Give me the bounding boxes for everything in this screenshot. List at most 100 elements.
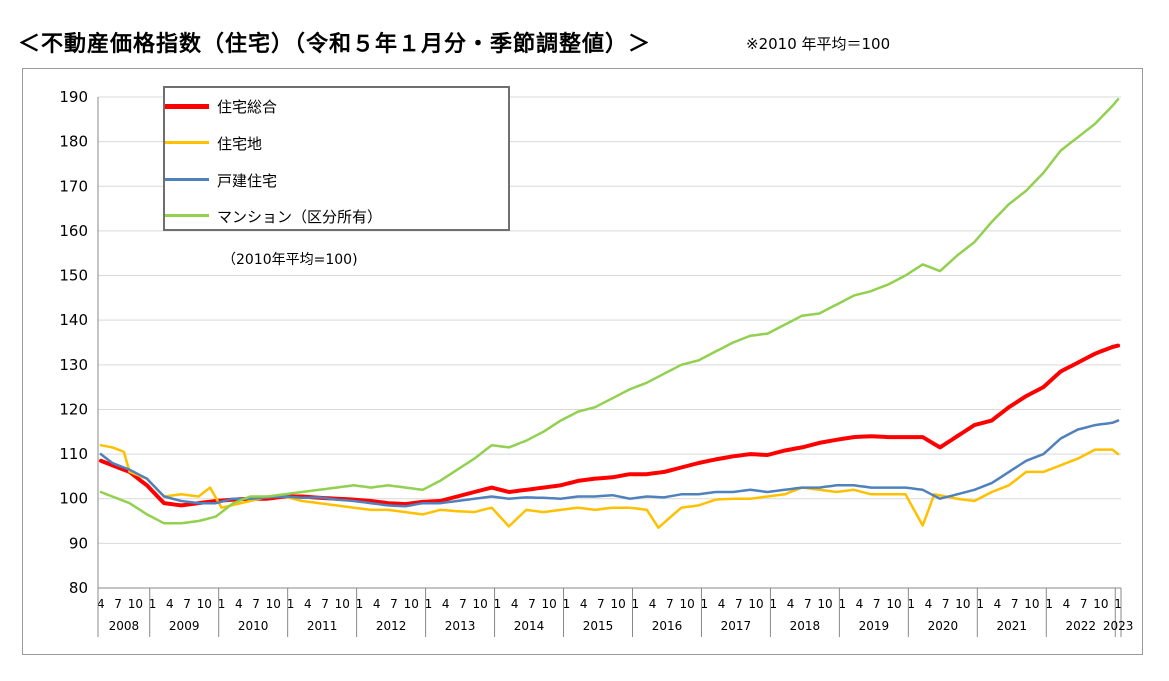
y-tick-label: 90 (69, 534, 88, 552)
legend-swatch-land (165, 141, 209, 144)
x-month-tick-label: 1 (494, 597, 502, 611)
legend-swatch-condo (165, 214, 209, 217)
x-month-tick-label: 10 (266, 597, 281, 611)
series-line-3 (99, 97, 1120, 525)
x-month-tick-label: 4 (994, 597, 1002, 611)
x-month-tick-label: 10 (955, 597, 970, 611)
x-month-tick-label: 7 (942, 597, 950, 611)
x-month-tick-label: 4 (856, 597, 864, 611)
x-year-label: 2023 (1103, 619, 1134, 633)
chart-frame (22, 68, 1143, 655)
base-year-note: ※2010 年平均＝100 (746, 35, 891, 53)
x-year-label: 2019 (859, 619, 890, 633)
x-year-label: 2015 (583, 619, 614, 633)
x-month-tick-label: 7 (873, 597, 881, 611)
y-tick-label: 100 (59, 490, 88, 508)
legend-swatch-total (165, 104, 209, 109)
x-year-label: 2008 (109, 619, 140, 633)
y-tick-label: 160 (59, 222, 88, 240)
x-year-label: 2022 (1065, 619, 1096, 633)
x-year-label: 2013 (445, 619, 476, 633)
x-month-tick-label: 1 (701, 597, 709, 611)
x-month-tick-label: 10 (1024, 597, 1039, 611)
legend-item-total: 住宅総合 (165, 96, 278, 117)
x-month-tick-label: 10 (886, 597, 901, 611)
x-year-label: 2020 (928, 619, 959, 633)
x-month-tick-label: 1 (1114, 597, 1122, 611)
series-line-0 (98, 343, 1121, 508)
x-month-tick-label: 1 (218, 597, 226, 611)
x-month-tick-label: 10 (473, 597, 488, 611)
legend-label-detached: 戸建住宅 (217, 172, 278, 190)
x-year-label: 2011 (307, 619, 338, 633)
legend-item-detached: 戸建住宅 (165, 170, 278, 191)
x-month-tick-label: 7 (666, 597, 674, 611)
y-tick-label: 110 (59, 445, 88, 463)
x-month-tick-label: 1 (149, 597, 157, 611)
x-month-tick-label: 7 (1011, 597, 1019, 611)
x-year-label: 2009 (169, 619, 200, 633)
x-month-tick-label: 4 (580, 597, 588, 611)
x-year-label: 2021 (997, 619, 1028, 633)
x-month-tick-label: 7 (252, 597, 260, 611)
legend-swatch-detached (165, 178, 209, 181)
x-month-tick-label: 1 (976, 597, 984, 611)
x-month-tick-label: 1 (769, 597, 777, 611)
index-base-note: （2010年平均=100) (222, 252, 358, 268)
x-month-tick-label: 1 (907, 597, 915, 611)
x-month-tick-label: 7 (804, 597, 812, 611)
x-month-tick-label: 4 (787, 597, 795, 611)
legend-label-total: 住宅総合 (217, 98, 278, 116)
x-month-tick-label: 7 (459, 597, 467, 611)
x-month-tick-label: 4 (304, 597, 312, 611)
x-month-tick-label: 10 (335, 597, 350, 611)
x-month-tick-label: 4 (718, 597, 726, 611)
x-month-tick-label: 1 (356, 597, 364, 611)
x-month-tick-label: 7 (183, 597, 191, 611)
series-line-2 (99, 419, 1120, 508)
page-title: ＜不動産価格指数（住宅）（令和５年１月分・季節調整値）＞ (18, 32, 652, 57)
y-tick-label: 140 (59, 311, 88, 329)
x-month-tick-label: 10 (1093, 597, 1108, 611)
x-month-tick-label: 4 (649, 597, 657, 611)
x-month-tick-label: 4 (511, 597, 519, 611)
y-tick-label: 170 (59, 177, 88, 195)
x-month-tick-label: 10 (817, 597, 832, 611)
y-tick-label: 130 (59, 356, 88, 374)
legend-label-land: 住宅地 (217, 135, 263, 153)
y-tick-label: 120 (59, 400, 88, 418)
x-month-tick-label: 10 (404, 597, 419, 611)
x-month-tick-label: 4 (166, 597, 174, 611)
x-month-tick-label: 4 (1063, 597, 1071, 611)
series-line-1 (99, 443, 1120, 529)
x-month-tick-label: 10 (610, 597, 625, 611)
x-month-tick-label: 4 (235, 597, 243, 611)
x-month-tick-label: 7 (528, 597, 536, 611)
legend-label-condo: マンション（区分所有） (217, 208, 383, 226)
x-year-label: 2018 (790, 619, 821, 633)
x-month-tick-label: 7 (1080, 597, 1088, 611)
x-month-tick-label: 7 (735, 597, 743, 611)
x-month-tick-label: 7 (597, 597, 605, 611)
y-tick-label: 80 (69, 579, 88, 597)
x-month-tick-label: 1 (287, 597, 295, 611)
y-tick-label: 150 (59, 267, 88, 285)
x-year-label: 2014 (514, 619, 545, 633)
x-month-tick-label: 10 (197, 597, 212, 611)
y-tick-label: 180 (59, 133, 88, 151)
x-year-label: 2012 (376, 619, 407, 633)
x-month-tick-label: 4 (925, 597, 933, 611)
x-month-tick-label: 1 (838, 597, 846, 611)
x-month-tick-label: 7 (114, 597, 122, 611)
x-year-label: 2016 (652, 619, 683, 633)
y-tick-label: 190 (59, 88, 88, 106)
x-month-tick-label: 10 (748, 597, 763, 611)
x-year-label: 2010 (238, 619, 269, 633)
x-month-tick-label: 4 (373, 597, 381, 611)
legend-item-land: 住宅地 (165, 133, 263, 154)
x-month-tick-label: 4 (97, 597, 105, 611)
legend-item-condo: マンション（区分所有） (165, 206, 383, 227)
x-month-tick-label: 1 (1045, 597, 1053, 611)
x-month-tick-label: 1 (425, 597, 433, 611)
